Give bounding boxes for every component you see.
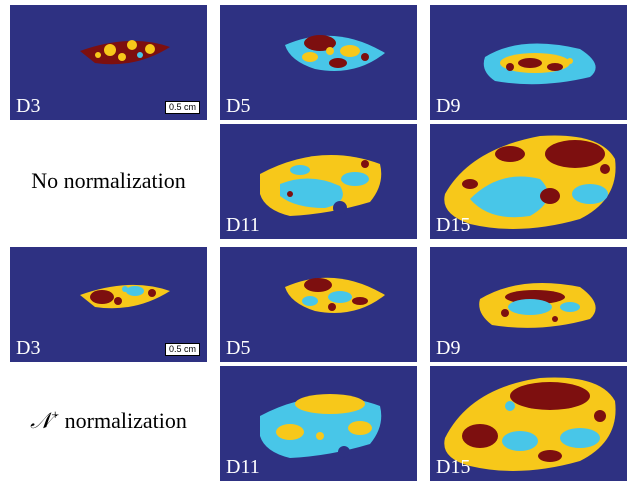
normalization-symbol: 𝒩 bbox=[30, 409, 52, 434]
scale-bar-label: 0.5 cm bbox=[164, 101, 200, 114]
tumor-segmentation-map bbox=[80, 284, 170, 309]
tumor-segmentation-map bbox=[260, 155, 382, 216]
day-label: D3 bbox=[16, 95, 41, 117]
row-label-no-normalization: No normalization bbox=[31, 168, 186, 193]
day-label: D9 bbox=[436, 337, 461, 359]
tumor-panel-d11-raw: D11 bbox=[220, 124, 417, 239]
tumor-segmentation-map bbox=[483, 43, 596, 85]
day-label: D3 bbox=[16, 337, 41, 359]
day-label: D9 bbox=[436, 95, 461, 117]
tumor-panel-d3-raw: D3 0.5 cm bbox=[10, 5, 207, 120]
tumor-segmentation-map bbox=[80, 40, 170, 65]
day-label: D11 bbox=[226, 214, 260, 236]
tumor-segmentation-map bbox=[260, 394, 382, 458]
day-label: D15 bbox=[436, 456, 471, 478]
day-label: D5 bbox=[226, 337, 251, 359]
scale-bar-label: 0.5 cm bbox=[164, 343, 200, 356]
tumor-panel-d9-raw: D9 bbox=[430, 5, 627, 120]
tumor-segmentation-map bbox=[285, 277, 385, 313]
normalization-superscript: + bbox=[51, 408, 60, 424]
tumor-panel-d11-normalized: D11 bbox=[220, 366, 417, 481]
tumor-panel-d5-normalized: D5 bbox=[220, 247, 417, 362]
tumor-panel-d15-normalized: D15 bbox=[430, 366, 627, 481]
row-label-n-plus-normalization: 𝒩+ normalization bbox=[0, 408, 217, 434]
day-label: D15 bbox=[436, 214, 471, 236]
day-label: D11 bbox=[226, 456, 260, 478]
tumor-segmentation-map bbox=[444, 377, 616, 471]
tumor-segmentation-map bbox=[444, 135, 616, 229]
tumor-panel-d9-normalized: D9 bbox=[430, 247, 627, 362]
day-label: D5 bbox=[226, 95, 251, 117]
tumor-segmentation-map bbox=[479, 283, 596, 328]
tumor-panel-d5-raw: D5 bbox=[220, 5, 417, 120]
tumor-panel-d3-normalized: D3 0.5 cm bbox=[10, 247, 207, 362]
normalization-label-text: normalization bbox=[59, 408, 187, 433]
tumor-segmentation-map bbox=[285, 35, 385, 71]
tumor-panel-d15-raw: D15 bbox=[430, 124, 627, 239]
